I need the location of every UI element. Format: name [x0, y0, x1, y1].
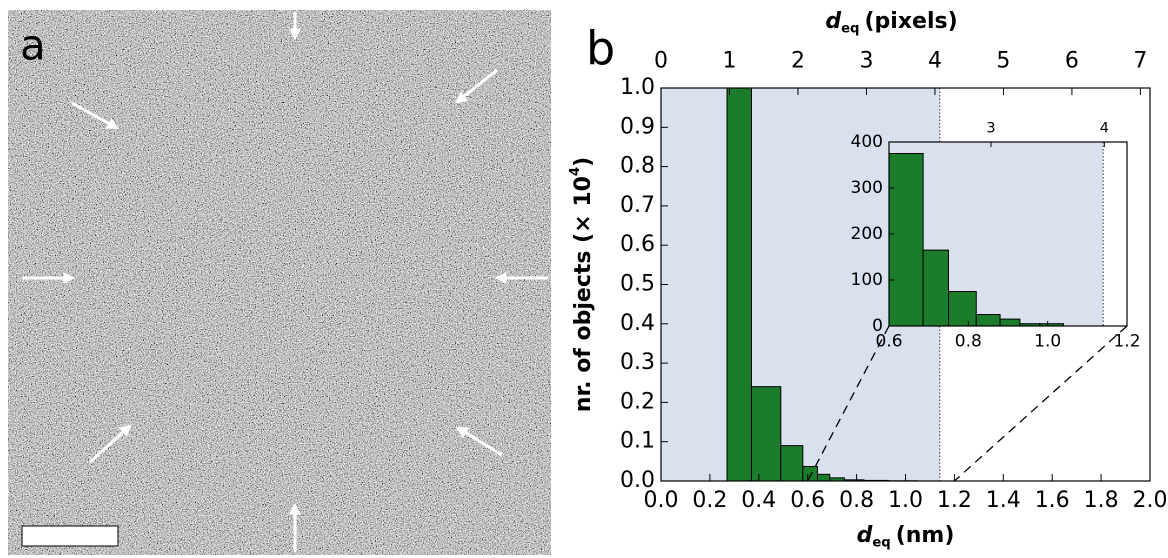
x-tick-label: 0.0 — [644, 488, 679, 513]
panel-label: a — [20, 21, 46, 70]
axis-unit: (pixels) — [864, 9, 957, 34]
x2-tick-label: 2 — [791, 49, 805, 74]
axis-unit: (nm) — [896, 523, 955, 548]
histogram-bar — [780, 445, 804, 482]
x2-tick-label: 4 — [928, 49, 942, 74]
axis-title: deq (pixels) — [825, 9, 957, 37]
x2-tick-label: 4 — [1100, 120, 1109, 136]
x-tick-label: 2.0 — [1133, 488, 1168, 513]
y-tick-label: 0.5 — [620, 272, 655, 297]
x-tick-label: 1.0 — [1034, 331, 1061, 351]
axis-subscript: eq — [872, 536, 890, 551]
y-tick-label: 0.9 — [620, 114, 655, 139]
x-tick-label: 0.6 — [875, 331, 902, 351]
scale-bar — [21, 525, 119, 547]
x2-tick-label: 3 — [859, 49, 873, 74]
plot: 0.6 0.8 1.0 1.2 3 4 0 100 200 300 400 — [851, 120, 1141, 351]
x-tick-label: 1.2 — [1113, 331, 1140, 351]
axis-symbol: d — [825, 9, 841, 34]
y-tick-label: 0.6 — [620, 232, 655, 257]
histogram-bar — [802, 465, 818, 482]
histogram-bar — [816, 473, 831, 482]
x-tick-label: 1.6 — [1035, 488, 1070, 513]
axis-close: ) — [571, 157, 596, 167]
histogram-bar — [726, 87, 752, 482]
axis-text: nr. of objects (× 10 — [571, 176, 596, 412]
x2-tick-label: 5 — [996, 49, 1010, 74]
y-tick-label: 0.1 — [620, 429, 655, 454]
x2-tick-label: 7 — [1133, 49, 1147, 74]
x-tick-label: 1.0 — [888, 488, 923, 513]
y-tick-label: 400 — [851, 132, 883, 152]
x-tick-label: 1.2 — [937, 488, 972, 513]
y-tick-label: 1.0 — [620, 75, 655, 100]
y-tick-label: 300 — [851, 178, 883, 198]
x2-tick-label: 6 — [1065, 49, 1079, 74]
y-tick-label: 0.2 — [620, 389, 655, 414]
histogram-bar — [888, 153, 924, 327]
axis-symbol: d — [857, 523, 873, 548]
axis-title: nr. of objects (× 104) — [568, 157, 596, 412]
panel-label: b — [586, 22, 615, 76]
x-tick-label: 0.6 — [790, 488, 825, 513]
y-tick-label: 0.4 — [620, 311, 655, 336]
x2-tick-label: 0 — [654, 49, 668, 74]
x-tick-label: 1.8 — [1084, 488, 1119, 513]
x-tick-label: 0.4 — [741, 488, 776, 513]
y-tick-label: 0.0 — [620, 468, 655, 493]
zoom-connector — [953, 325, 1128, 482]
axis-subscript: eq — [841, 22, 859, 37]
x-tick-label: 0.8 — [955, 331, 982, 351]
y-tick-label: 0.3 — [620, 350, 655, 375]
histogram-bar — [922, 249, 950, 327]
histogram-bar — [750, 386, 782, 482]
histogram-bar — [975, 314, 1001, 327]
y-tick-label: 200 — [851, 224, 883, 244]
y-tick-label: 0 — [872, 316, 883, 336]
x2-tick-label: 1 — [722, 49, 736, 74]
x-tick-label: 0.2 — [692, 488, 727, 513]
y-tick-label: 0.7 — [620, 193, 655, 218]
y-tick-label: 0.8 — [620, 154, 655, 179]
histogram-bar — [948, 291, 977, 327]
x-tick-label: 1.4 — [986, 488, 1021, 513]
axis-title: deq (nm) — [857, 523, 955, 551]
axis-superscript: 4 — [568, 167, 583, 176]
y-tick-label: 100 — [851, 270, 883, 290]
histogram-bar — [999, 318, 1021, 327]
x2-tick-label: 3 — [986, 120, 995, 136]
image-panel — [8, 10, 551, 555]
arrows — [22, 12, 548, 552]
x-tick-label: 0.8 — [839, 488, 874, 513]
